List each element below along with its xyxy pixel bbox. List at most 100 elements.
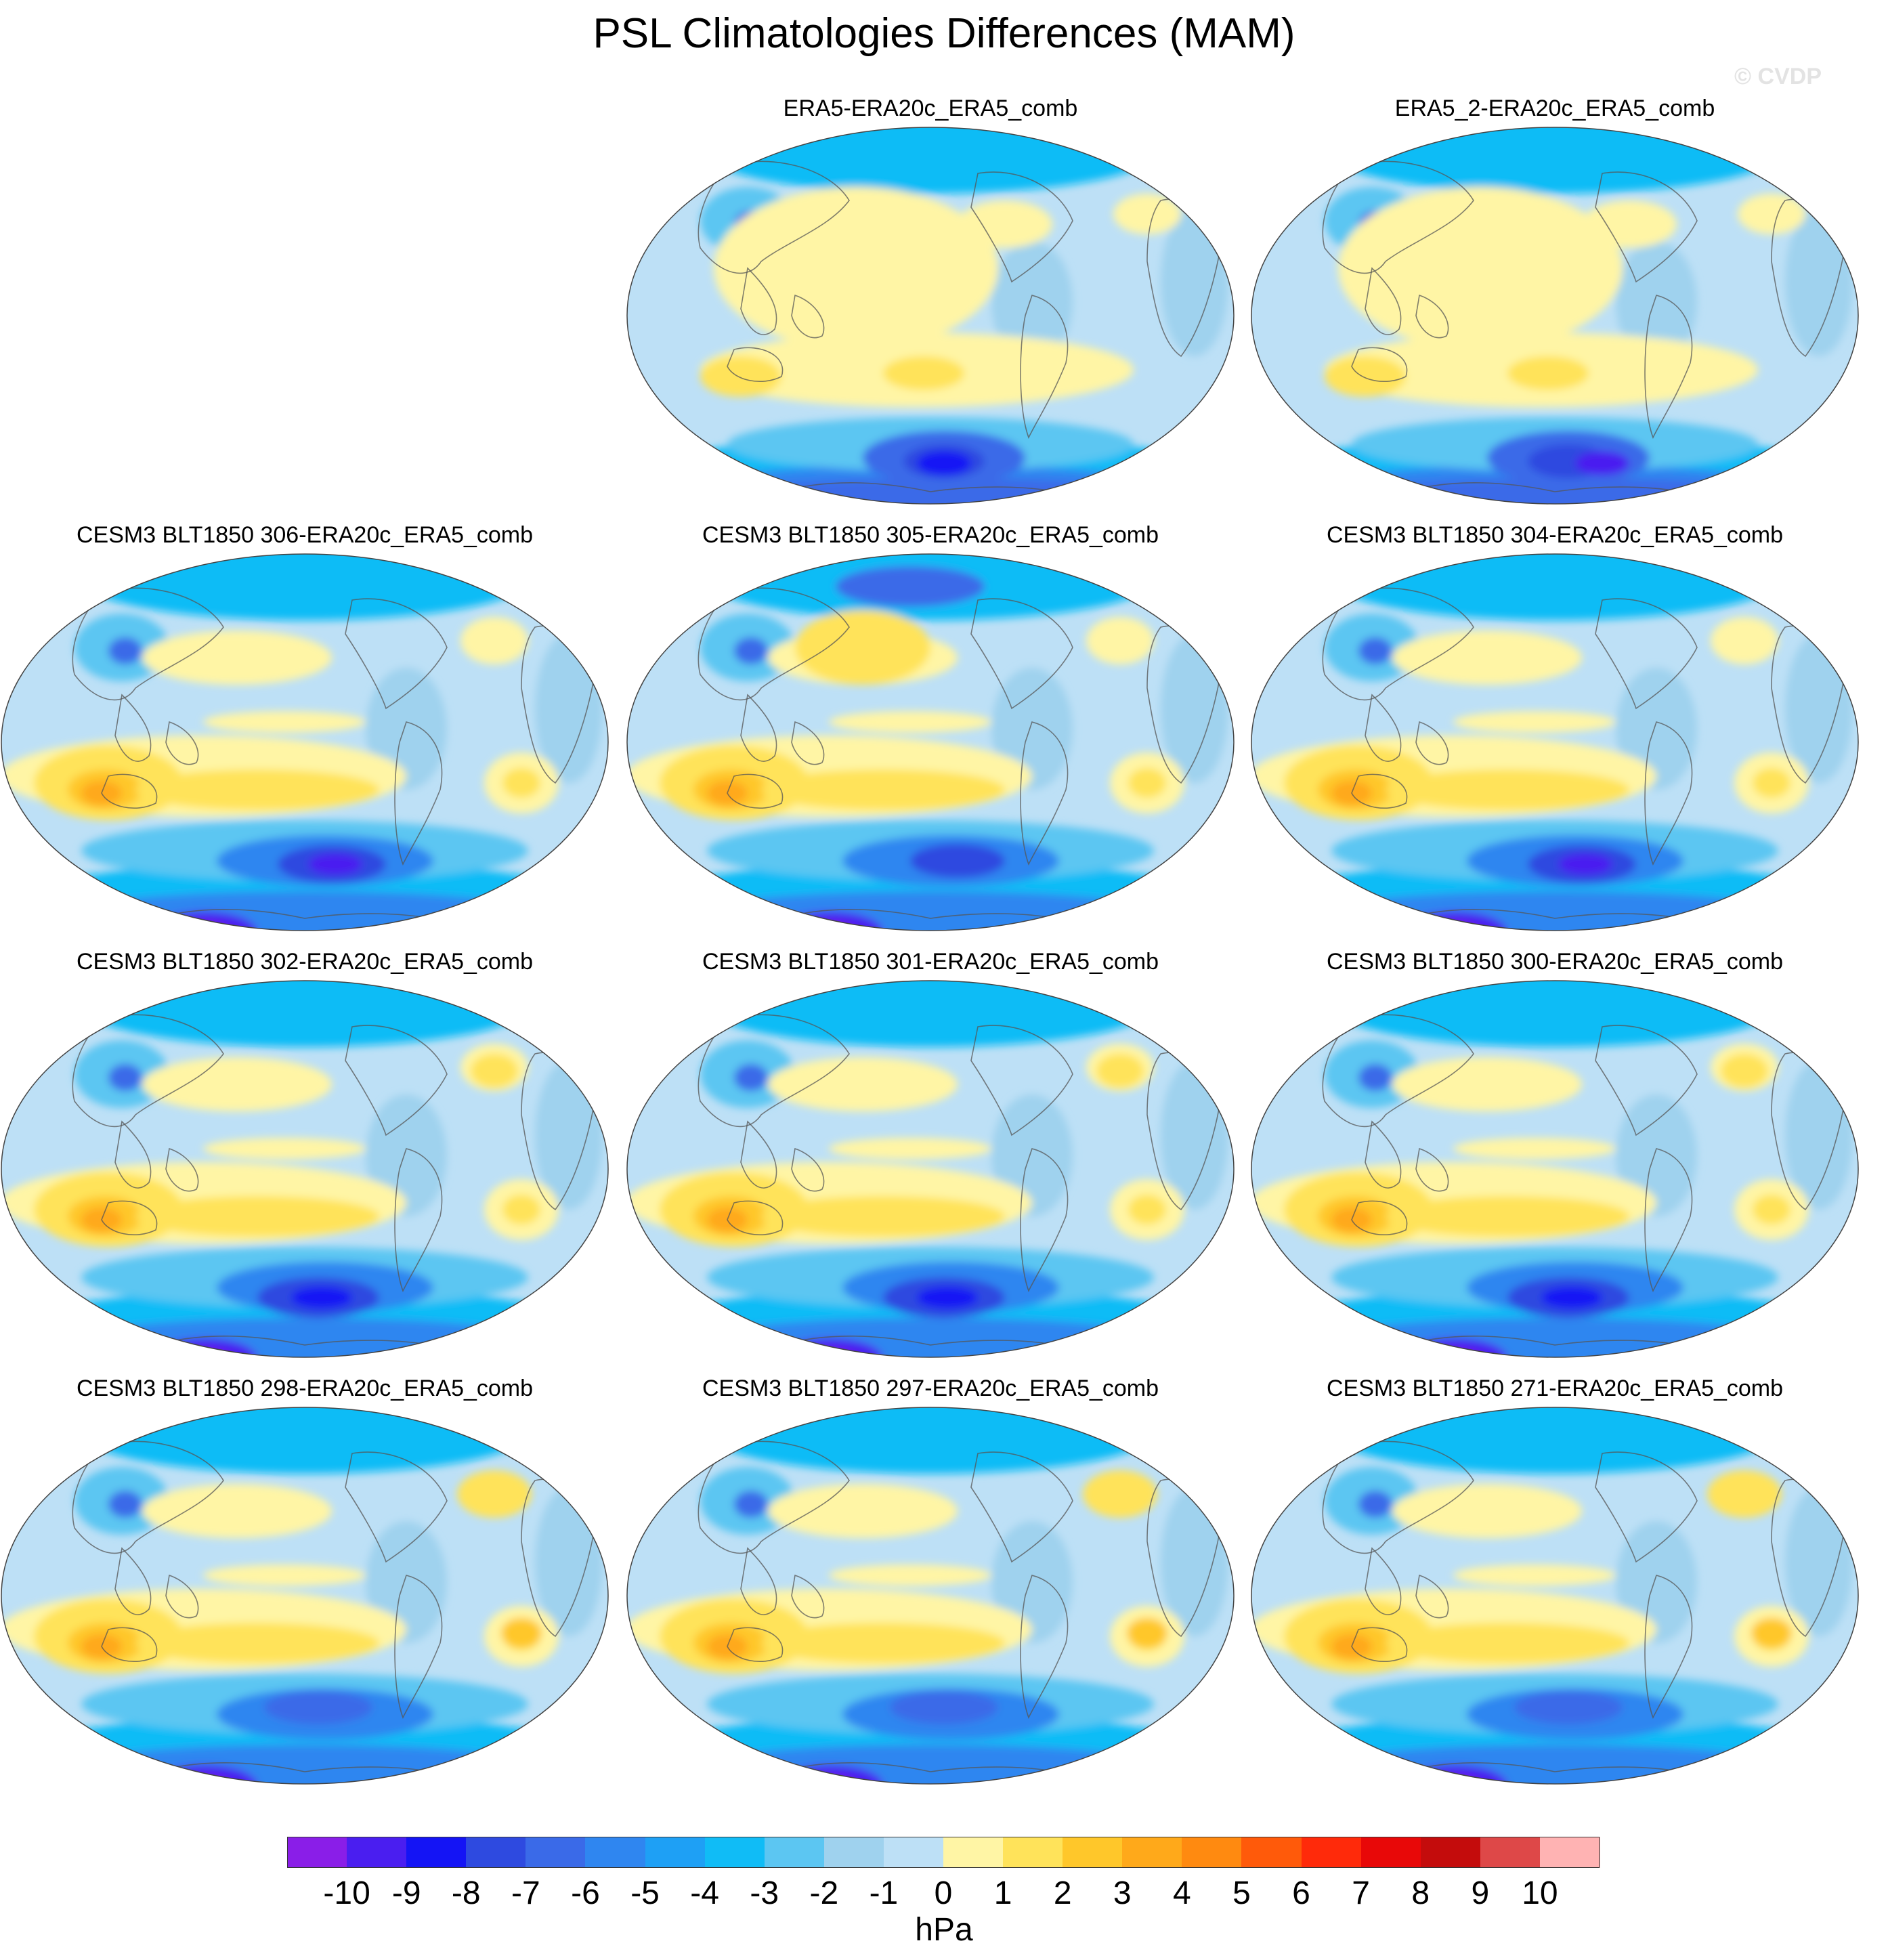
- panel-title: CESM3 BLT1850 305-ERA20c_ERA5_comb: [702, 522, 1159, 548]
- colorbar-segment: [1539, 1837, 1600, 1868]
- pressure-anomaly-region: [798, 1350, 859, 1357]
- coastline: [1020, 295, 1069, 440]
- coastline: [165, 1147, 199, 1192]
- colorbar-segment: [406, 1837, 467, 1868]
- coastline: [727, 773, 784, 809]
- coastline: [1644, 1575, 1693, 1720]
- pressure-anomaly-region: [173, 1350, 234, 1357]
- pressure-anomaly-region: [308, 853, 362, 875]
- colorbar-segment: [943, 1837, 1004, 1868]
- colorbar-tick-label: 7: [1352, 1875, 1370, 1911]
- colorbar-segment: [764, 1837, 825, 1868]
- colorbar-segment: [1480, 1837, 1541, 1868]
- pressure-anomaly-region: [502, 768, 540, 798]
- pressure-anomaly-region: [1507, 356, 1589, 390]
- pressure-anomaly-region: [1738, 194, 1805, 234]
- pressure-anomaly-region: [734, 1064, 768, 1091]
- pressure-anomaly-region: [1392, 1484, 1582, 1538]
- coastline: [1415, 1574, 1449, 1619]
- pressure-anomaly-region: [501, 1618, 542, 1648]
- pressure-anomaly-region: [47, 891, 562, 931]
- pressure-anomaly-region: [460, 617, 528, 664]
- panel-title: CESM3 BLT1850 297-ERA20c_ERA5_comb: [702, 1376, 1159, 1401]
- pressure-anomaly-region: [1086, 617, 1154, 664]
- coastline: [970, 1451, 1073, 1563]
- colorbar-segment: [1420, 1837, 1481, 1868]
- colorbar-tick-label: -7: [511, 1875, 540, 1911]
- pressure-anomaly-region: [1128, 1195, 1166, 1224]
- pressure-anomaly-region: [890, 1690, 998, 1724]
- pressure-anomaly-region: [1707, 1470, 1782, 1518]
- coastline: [1415, 721, 1449, 765]
- pressure-anomaly-region: [135, 769, 379, 810]
- coastline: [394, 721, 443, 866]
- colorbar-tick-label: 2: [1053, 1875, 1072, 1911]
- coastline: [970, 1025, 1073, 1136]
- coastline: [165, 1574, 199, 1619]
- pressure-anomaly-region: [761, 769, 1005, 810]
- coastline: [1415, 294, 1449, 339]
- pressure-anomaly-region: [1753, 1195, 1790, 1224]
- pressure-anomaly-region: [798, 923, 859, 931]
- pressure-anomaly-region: [798, 1776, 859, 1784]
- colorbar-segment: [287, 1837, 347, 1868]
- robinson-map: [626, 127, 1235, 505]
- robinson-map: [1251, 553, 1859, 931]
- colorbar-segment: [1182, 1837, 1243, 1868]
- panel-title: CESM3 BLT1850 298-ERA20c_ERA5_comb: [76, 1376, 534, 1401]
- pressure-anomaly-region: [142, 1484, 332, 1538]
- pressure-anomaly-region: [1358, 1491, 1392, 1518]
- coastline: [740, 267, 777, 335]
- coastline: [114, 1547, 152, 1615]
- pressure-anomaly-region: [471, 1054, 518, 1088]
- pressure-anomaly-region: [734, 637, 768, 664]
- coastline: [394, 1575, 443, 1720]
- robinson-map: [626, 553, 1235, 931]
- colorbar-units: hPa: [915, 1912, 973, 1948]
- pressure-anomaly-region: [1575, 451, 1629, 475]
- coastline: [727, 347, 784, 382]
- pressure-anomaly-region: [829, 711, 991, 733]
- pressure-anomaly-region: [108, 1064, 142, 1091]
- colorbar-segment: [347, 1837, 407, 1868]
- colorbar-segment: [1301, 1837, 1362, 1868]
- pressure-anomaly-region: [142, 631, 332, 685]
- pressure-anomaly-region: [1128, 768, 1166, 798]
- pressure-anomaly-region: [1325, 356, 1406, 397]
- pressure-anomaly-region: [917, 1287, 978, 1308]
- map-panel-p9: CESM3 BLT1850 298-ERA20c_ERA5_comb: [0, 1375, 609, 1849]
- pressure-anomaly-region: [1541, 1287, 1602, 1308]
- coastline: [1351, 347, 1408, 382]
- pressure-anomaly-region: [291, 1287, 352, 1308]
- pressure-anomaly-region: [1083, 1470, 1157, 1518]
- cvdp-credit: © CVDP: [1734, 64, 1822, 89]
- coastline: [727, 1627, 784, 1662]
- pressure-anomaly-region: [47, 1318, 562, 1357]
- pressure-anomaly-region: [1751, 1618, 1792, 1648]
- coastline: [698, 161, 850, 274]
- robinson-map: [1, 1407, 609, 1785]
- pressure-anomaly-region: [958, 200, 1052, 248]
- panel-title: CESM3 BLT1850 302-ERA20c_ERA5_comb: [76, 949, 534, 975]
- pressure-anomaly-region: [673, 1745, 1188, 1784]
- colorbar-tick-label: -4: [690, 1875, 719, 1911]
- colorbar-tick-label: 8: [1411, 1875, 1430, 1911]
- pressure-anomaly-region: [1386, 1196, 1629, 1237]
- pressure-anomaly-region: [1753, 768, 1790, 798]
- colorbar-tick-label: -5: [630, 1875, 660, 1911]
- pressure-anomaly-region: [700, 356, 781, 397]
- pressure-anomaly-region: [1331, 478, 1805, 504]
- coastline: [345, 1451, 448, 1563]
- pressure-anomaly-region: [1358, 637, 1392, 664]
- pressure-anomaly-region: [1453, 1564, 1616, 1586]
- coastline: [1365, 267, 1402, 335]
- colorbar-segment: [585, 1837, 646, 1868]
- pressure-anomaly-region: [1392, 1057, 1582, 1111]
- colorbar-tick-label: 4: [1173, 1875, 1191, 1911]
- colorbar-segment: [704, 1837, 765, 1868]
- pressure-anomaly-region: [836, 566, 985, 607]
- map-panel-p4: CESM3 BLT1850 305-ERA20c_ERA5_comb: [626, 521, 1235, 996]
- pressure-anomaly-region: [991, 241, 1073, 363]
- colorbar-segment: [883, 1837, 944, 1868]
- pressure-anomaly-region: [761, 1196, 1005, 1237]
